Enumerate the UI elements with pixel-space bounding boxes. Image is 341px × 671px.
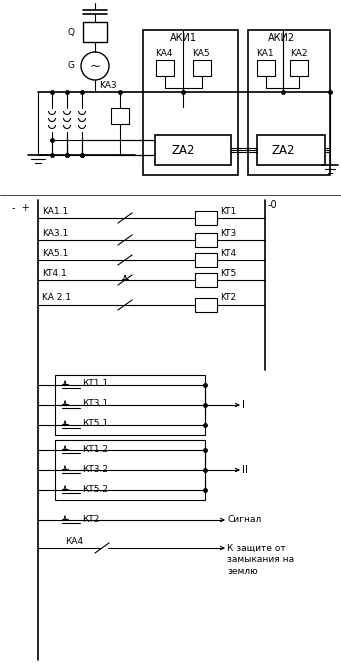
Text: KA1.1: KA1.1 bbox=[42, 207, 68, 215]
Text: KT5: KT5 bbox=[220, 268, 236, 278]
Text: землю: землю bbox=[227, 568, 258, 576]
Bar bbox=[248, 30, 330, 175]
Bar bbox=[195, 233, 217, 247]
Text: Q: Q bbox=[68, 28, 75, 36]
Text: KA3.1: KA3.1 bbox=[42, 229, 68, 238]
Text: АКИ2: АКИ2 bbox=[268, 33, 295, 43]
Text: КТ3.1: КТ3.1 bbox=[82, 399, 108, 409]
Text: KA3: KA3 bbox=[99, 81, 117, 91]
Text: КТ3.2: КТ3.2 bbox=[82, 464, 108, 474]
Text: К защите от: К защите от bbox=[227, 544, 286, 552]
Bar bbox=[111, 108, 129, 124]
Text: -0: -0 bbox=[268, 200, 278, 210]
Bar bbox=[257, 60, 275, 76]
Text: ZA2: ZA2 bbox=[171, 144, 195, 156]
Bar bbox=[257, 135, 325, 165]
Text: KA2: KA2 bbox=[290, 50, 308, 58]
Text: КА4: КА4 bbox=[65, 537, 83, 546]
Text: -  +: - + bbox=[12, 203, 30, 213]
Text: ~: ~ bbox=[89, 60, 101, 72]
Bar bbox=[143, 30, 238, 175]
Text: KA5.1: KA5.1 bbox=[42, 248, 68, 258]
Text: KT2: KT2 bbox=[220, 293, 236, 303]
Text: Сигнал: Сигнал bbox=[227, 515, 261, 525]
Bar bbox=[156, 60, 174, 76]
Bar bbox=[55, 440, 205, 500]
Text: КТ5.1: КТ5.1 bbox=[82, 419, 108, 429]
Bar bbox=[193, 60, 211, 76]
Text: замыкания на: замыкания на bbox=[227, 556, 294, 564]
Bar bbox=[195, 273, 217, 287]
Text: ZA2: ZA2 bbox=[271, 144, 295, 156]
Bar bbox=[55, 375, 205, 435]
Bar bbox=[83, 22, 107, 42]
Text: I: I bbox=[242, 400, 245, 410]
Bar bbox=[290, 60, 308, 76]
Bar bbox=[155, 135, 231, 165]
Text: KT4: KT4 bbox=[220, 248, 236, 258]
Text: KA4: KA4 bbox=[155, 50, 173, 58]
Bar bbox=[195, 298, 217, 312]
Text: КТ5.2: КТ5.2 bbox=[82, 484, 108, 493]
Text: КТ1.1: КТ1.1 bbox=[82, 380, 108, 389]
Text: G: G bbox=[68, 62, 75, 70]
Bar bbox=[195, 253, 217, 267]
Text: АКИ1: АКИ1 bbox=[170, 33, 197, 43]
Text: KA 2.1: KA 2.1 bbox=[42, 293, 71, 303]
Text: KA1: KA1 bbox=[256, 50, 273, 58]
Text: KT1: KT1 bbox=[220, 207, 236, 215]
Text: KT3: KT3 bbox=[220, 229, 236, 238]
Text: II: II bbox=[242, 465, 248, 475]
Text: КТ1.2: КТ1.2 bbox=[82, 444, 108, 454]
Text: KA5: KA5 bbox=[192, 50, 210, 58]
Bar bbox=[195, 211, 217, 225]
Text: КТ2: КТ2 bbox=[82, 515, 99, 523]
Text: KT4.1: KT4.1 bbox=[42, 268, 67, 278]
